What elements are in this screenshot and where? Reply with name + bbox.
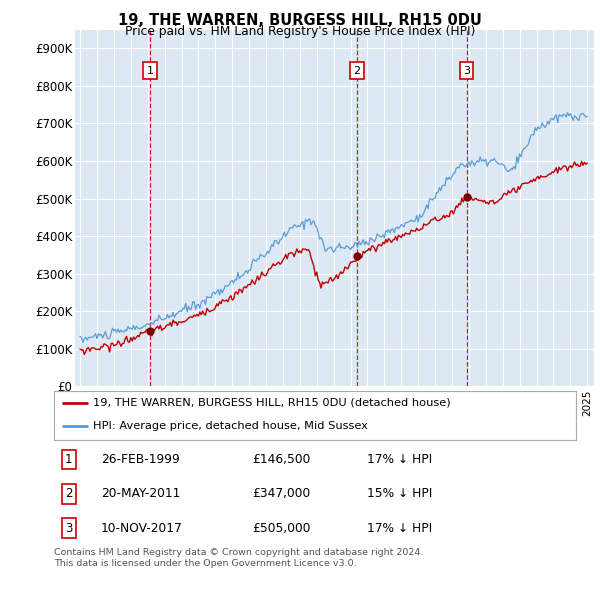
Text: HPI: Average price, detached house, Mid Sussex: HPI: Average price, detached house, Mid … [93,421,368,431]
Text: Contains HM Land Registry data © Crown copyright and database right 2024.
This d: Contains HM Land Registry data © Crown c… [54,548,424,568]
Text: £505,000: £505,000 [253,522,311,535]
Text: 17% ↓ HPI: 17% ↓ HPI [367,453,433,466]
Text: 2: 2 [353,66,361,76]
Text: 3: 3 [65,522,73,535]
Text: 26-FEB-1999: 26-FEB-1999 [101,453,180,466]
Text: 19, THE WARREN, BURGESS HILL, RH15 0DU: 19, THE WARREN, BURGESS HILL, RH15 0DU [118,13,482,28]
Text: 20-MAY-2011: 20-MAY-2011 [101,487,181,500]
Text: 1: 1 [147,66,154,76]
Text: 2: 2 [65,487,73,500]
Text: 15% ↓ HPI: 15% ↓ HPI [367,487,433,500]
Text: 10-NOV-2017: 10-NOV-2017 [101,522,183,535]
Text: 19, THE WARREN, BURGESS HILL, RH15 0DU (detached house): 19, THE WARREN, BURGESS HILL, RH15 0DU (… [93,398,451,408]
Text: £347,000: £347,000 [253,487,311,500]
Text: Price paid vs. HM Land Registry's House Price Index (HPI): Price paid vs. HM Land Registry's House … [125,25,475,38]
Text: 1: 1 [65,453,73,466]
Text: £146,500: £146,500 [253,453,311,466]
Text: 17% ↓ HPI: 17% ↓ HPI [367,522,433,535]
Text: 3: 3 [463,66,470,76]
